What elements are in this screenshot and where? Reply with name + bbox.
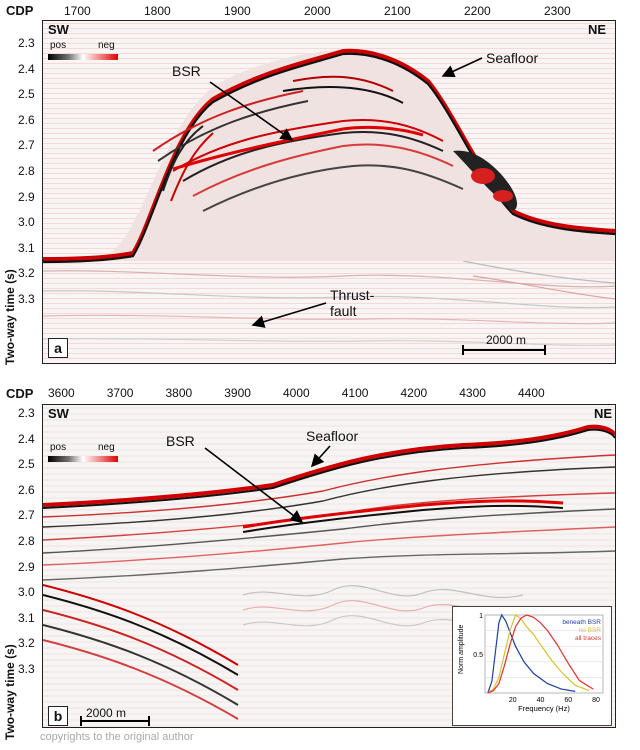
twt-tick-label: 2.8	[18, 164, 35, 178]
dir-ne-b: NE	[594, 406, 613, 421]
panel-letter-b: b	[48, 706, 68, 726]
cdp-tick-label: 2100	[384, 4, 411, 18]
twt-tick-label: 2.4	[18, 61, 35, 76]
twt-tick-label: 2.9	[18, 189, 35, 204]
cdp-tick-label: 1900	[224, 4, 251, 18]
colorbar-pos-label-b: pos	[50, 442, 67, 453]
colorbar-a: pos neg	[48, 40, 128, 62]
twt-tick-label: 3.0	[18, 585, 35, 600]
twt-tick-label: 3.2	[18, 266, 35, 281]
colorbar-gradient-b	[48, 456, 118, 462]
inset-xtick-label: 20	[509, 697, 517, 704]
cdp-tick-label: 3900	[224, 386, 251, 400]
dir-sw-b: SW	[48, 406, 69, 421]
twt-tick-label: 3.3	[18, 662, 35, 676]
twt-tick-label: 3.1	[18, 240, 35, 255]
arrow-seafloor-a	[441, 57, 483, 78]
scale-bar-a	[462, 345, 546, 355]
twt-tick-label: 2.6	[18, 482, 35, 497]
twt-tick-label: 2.8	[18, 534, 35, 548]
cdp-tick-label: 3600	[48, 386, 75, 400]
twt-tick-label: 3.1	[18, 610, 35, 625]
inset-ytick-label: 0.5	[473, 652, 483, 659]
cdp-tick-label: 1700	[64, 4, 91, 18]
arrow-bsr-a	[209, 81, 294, 141]
inset-xtick-label: 60	[564, 697, 572, 704]
inset-legend-entry: no BSR	[579, 627, 602, 634]
cdp-tick-label: 4400	[518, 386, 545, 400]
twt-tick-label: 2.5	[18, 457, 35, 472]
inset-legend-entry: beneath BSR	[562, 619, 601, 626]
twt-tick-label: 2.4	[18, 431, 35, 446]
seismic-panel-a	[42, 20, 616, 364]
inset-ylabel: Norm amplitude	[458, 624, 465, 674]
seismic-image-a	[43, 21, 615, 363]
inset-legend-entry: all traces	[575, 635, 602, 642]
twt-tick-label: 2.5	[18, 87, 35, 102]
twt-tick-label: 3.2	[18, 636, 35, 651]
cdp-tick-label: 4100	[341, 386, 369, 400]
colorbar-gradient-a	[48, 54, 118, 60]
series-line-2	[487, 614, 594, 694]
dir-ne-a: NE	[588, 22, 607, 37]
cdp-tick-label: 3700	[106, 386, 134, 400]
arrow-seafloor-b	[310, 445, 331, 468]
dir-sw-a: SW	[48, 22, 69, 37]
annotation-arrows-b	[204, 445, 331, 523]
twt-tick-label: 2.9	[18, 559, 35, 574]
scale-label-a: 2000 m	[486, 333, 527, 347]
cdp-tick-label: 3800	[165, 386, 193, 400]
colorbar-neg-label-a: neg	[98, 40, 115, 51]
cdp-label-a: CDP	[6, 3, 34, 18]
cdp-label-b: CDP	[6, 386, 34, 401]
cdp-tick-label: 2000	[304, 4, 331, 18]
colorbar-b: pos neg	[48, 442, 128, 464]
twt-tick-label: 3.3	[18, 292, 35, 306]
arrow-thrust-a	[251, 302, 327, 328]
frequency-chart: 20 40 60 80 0.5 1 Frequency (Hz) Norm amplitude…	[458, 613, 604, 713]
annotation-thrust-a: Thrust- fault	[330, 287, 375, 319]
cdp-tick-label: 4300	[459, 386, 486, 400]
inset-xlabel: Frequency (Hz)	[518, 704, 570, 713]
twt-tick-label: 2.6	[18, 112, 35, 127]
twt-tick-label: 2.7	[18, 138, 35, 153]
inset-xtick-label: 80	[592, 697, 600, 704]
twt-tick-label: 3.0	[18, 215, 35, 230]
annotation-seafloor-b: Seafloor	[306, 428, 359, 444]
colorbar-pos-label-a: pos	[50, 40, 67, 51]
panel-letter-a: a	[48, 338, 68, 358]
cdp-tick-label: 2300	[544, 4, 571, 18]
annotation-seafloor-a: Seafloor	[486, 50, 539, 66]
scale-label-b: 2000 m	[86, 706, 127, 720]
frequency-inset: 20 40 60 80 0.5 1 Frequency (Hz) Norm amplitude…	[452, 606, 612, 726]
cdp-tick-label: 1800	[144, 4, 171, 18]
cdp-tick-label: 4200	[400, 386, 428, 400]
cdp-tick-label: 4000	[283, 386, 310, 400]
twt-tick-label: 2.7	[18, 508, 35, 523]
scale-bar-b	[80, 716, 150, 726]
inset-ytick-label: 1	[479, 613, 483, 620]
colorbar-neg-label-b: neg	[98, 442, 115, 453]
annotation-bsr-b: BSR	[166, 433, 195, 449]
twt-tick-label: 2.3	[18, 36, 35, 50]
twt-tick-label: 2.3	[18, 406, 35, 420]
annotation-arrows-a	[209, 57, 483, 328]
arrow-bsr-b	[204, 447, 304, 523]
watermark: copyrights to the original author	[40, 731, 194, 743]
series-line-1	[487, 614, 590, 694]
annotation-bsr-a: BSR	[172, 63, 201, 79]
seismic-image-b	[43, 405, 615, 727]
yaxis-title-b: Two-way time (s)	[3, 644, 17, 740]
inset-xtick-label: 40	[537, 697, 545, 704]
cdp-tick-label: 2200	[464, 4, 491, 18]
